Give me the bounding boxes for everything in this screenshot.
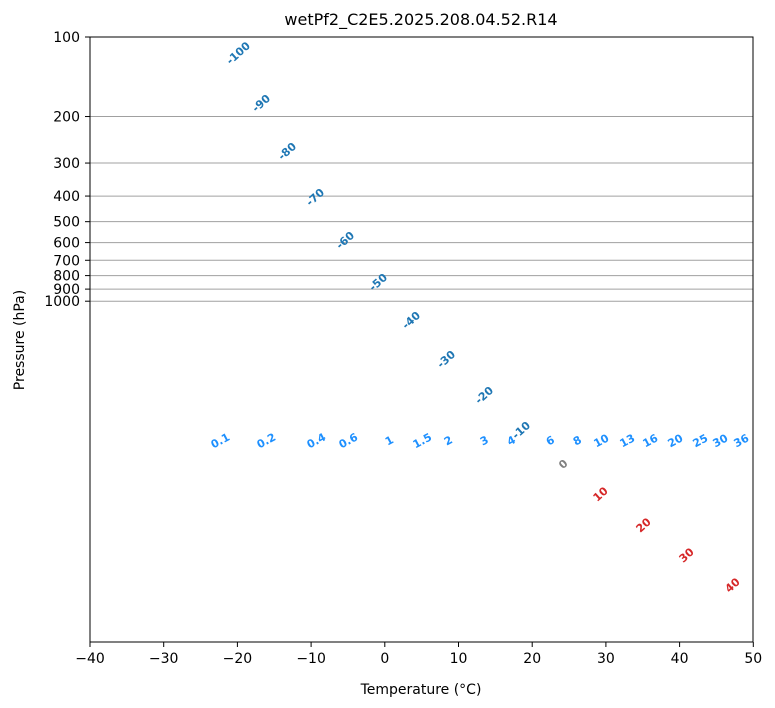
mixing-ratio-label: 2 [442,433,455,448]
y-tick-label: 200 [53,110,80,126]
mixing-ratio-label: 36 [732,431,752,450]
y-tick-label: 800 [53,269,80,285]
x-tick-label: −10 [296,651,326,667]
mixing-ratio-label: 13 [618,432,638,451]
mixing-ratio-label: 8 [571,433,584,448]
isotherm-label: -90 [250,92,274,115]
mixing-ratio-label: 16 [641,431,661,450]
y-tick-label: 500 [53,215,80,231]
zero-label: 0 [556,457,571,472]
x-tick-label: 50 [744,651,762,667]
isotherm-label: -100 [224,39,253,67]
mixing-ratio-label: 0.6 [337,430,361,451]
x-tick-label: 30 [597,651,615,667]
y-tick-label: 1000 [44,294,80,310]
label-layer: -100-90-80-70-60-50-40-30-20-100.1 0.2 0.4… [209,39,752,595]
mixing-ratio-label: 20 [666,431,686,450]
isotherm-label: -80 [276,140,300,163]
mixing-ratio-label: 1.5 [411,431,434,452]
mixing-ratio-label: 3 [478,433,491,448]
moist-adiabat-label: 30 [677,545,697,565]
mixing-ratio-label: 0.2 [255,431,278,452]
isotherm-label: -60 [334,229,358,252]
isotherm-label: -70 [304,186,328,209]
y-axis-label: Pressure (hPa) [12,290,28,390]
mixing-ratio-label: 0.4 [305,430,329,451]
moist-adiabat-label: 10 [591,484,611,504]
isotherm-label: -30 [435,348,459,371]
x-tick-label: 40 [671,651,689,667]
moist-adiabat-label: 20 [634,515,654,535]
mixing-ratio-label: 30 [711,431,731,450]
y-tick-label: 100 [53,30,80,46]
x-tick-label: 20 [523,651,541,667]
mixing-ratio-label: 6 [544,433,557,448]
chart-title: wetPf2_C2E5.2025.208.04.52.R14 [284,10,557,30]
x-tick-label: 0 [380,651,389,667]
mixing-ratio-label: 1 [383,433,396,448]
gridlines [90,116,753,302]
x-tick-label: 10 [450,651,468,667]
x-axis-ticks: −40 −30 −20 −10 0 10 20 30 40 50 [75,642,762,667]
mixing-ratio-label: 25 [691,432,711,451]
y-tick-label: 900 [53,282,80,298]
isotherm-label: -40 [400,309,424,332]
isotherm-label: -50 [367,271,391,294]
x-tick-label: −20 [223,651,253,667]
y-tick-label: 600 [53,236,80,252]
isotherm-label: -20 [473,384,497,407]
mixing-ratio-label: 10 [592,431,612,450]
x-axis-label: Temperature (°C) [360,682,482,698]
y-tick-label: 700 [53,253,80,269]
y-tick-label: 300 [53,156,80,172]
y-tick-label: 400 [53,189,80,205]
moist-adiabat-label: 40 [723,575,743,595]
mixing-ratio-label: 0.1 [209,431,232,452]
x-tick-label: −30 [149,651,179,667]
plot-frame [89,36,754,643]
x-tick-label: −40 [75,651,105,667]
